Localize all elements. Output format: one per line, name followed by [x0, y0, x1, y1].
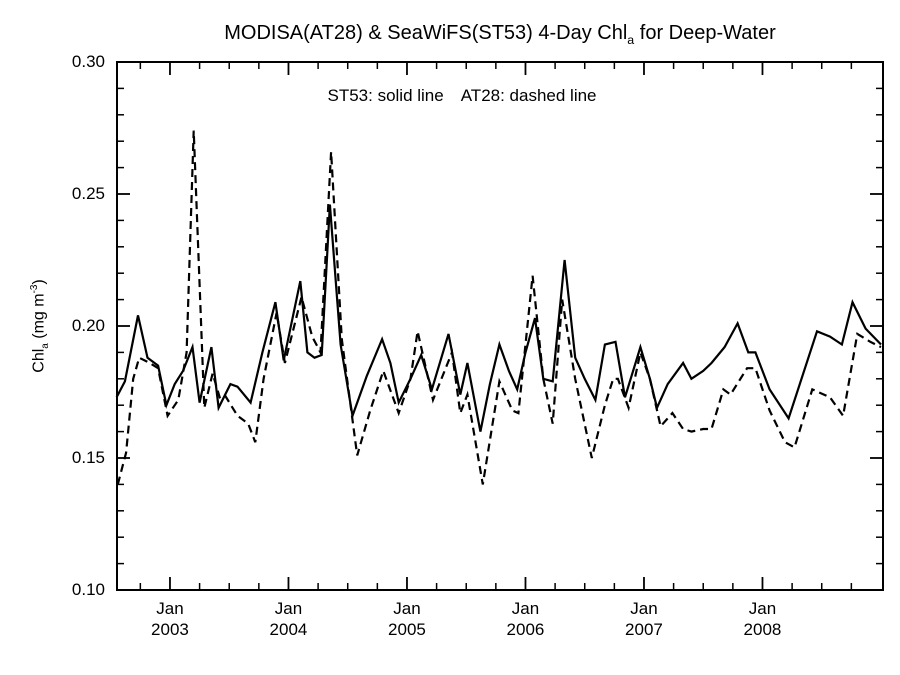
y-tick-label: 0.30	[71, 52, 105, 71]
y-tick-label: 0.15	[71, 448, 105, 467]
x-tick-label: Jan 2003	[151, 598, 189, 640]
y-tick-label: 0.10	[71, 580, 105, 599]
axes-frame	[116, 61, 884, 591]
chart-title: MODISA(AT28) & SeaWiFS(ST53) 4-Day Chla …	[117, 22, 883, 47]
x-tick-label: Jan 2006	[507, 598, 545, 640]
y-tick-label: 0.25	[71, 184, 105, 203]
chart-title-suffix: for Deep-Water	[634, 22, 776, 44]
x-tick-label: Jan 2008	[744, 598, 782, 640]
x-tick-year: 2006	[506, 620, 545, 639]
x-tick-label: Jan 2007	[625, 598, 663, 640]
y-tick-label: 0.20	[71, 316, 105, 335]
x-tick-label: Jan 2005	[388, 598, 426, 640]
legend-at28-label: AT28: dashed line	[460, 86, 597, 105]
series-st53-line	[115, 204, 882, 432]
x-tick-label: Jan 2004	[270, 598, 308, 640]
x-tick-year: 2003	[151, 620, 189, 639]
x-tick-year: 2007	[625, 620, 663, 639]
x-tick-year: 2004	[269, 620, 308, 639]
x-tick-year: 2005	[388, 620, 426, 639]
x-tick-month: Jan	[748, 599, 777, 618]
series-at28-line	[116, 130, 882, 485]
chart-title-subscript: a	[627, 33, 635, 47]
x-tick-month: Jan	[511, 599, 540, 618]
x-tick-month: Jan	[630, 599, 658, 618]
legend: ST53: solid line AT28: dashed line	[327, 86, 596, 106]
x-tick-year: 2008	[743, 620, 782, 639]
x-tick-month: Jan	[274, 599, 303, 618]
chart-title-text: MODISA(AT28) & SeaWiFS(ST53) 4-Day Chl	[224, 22, 628, 44]
legend-st53-label: ST53: solid line	[327, 86, 444, 105]
x-tick-month: Jan	[156, 599, 184, 618]
x-tick-month: Jan	[393, 599, 421, 618]
